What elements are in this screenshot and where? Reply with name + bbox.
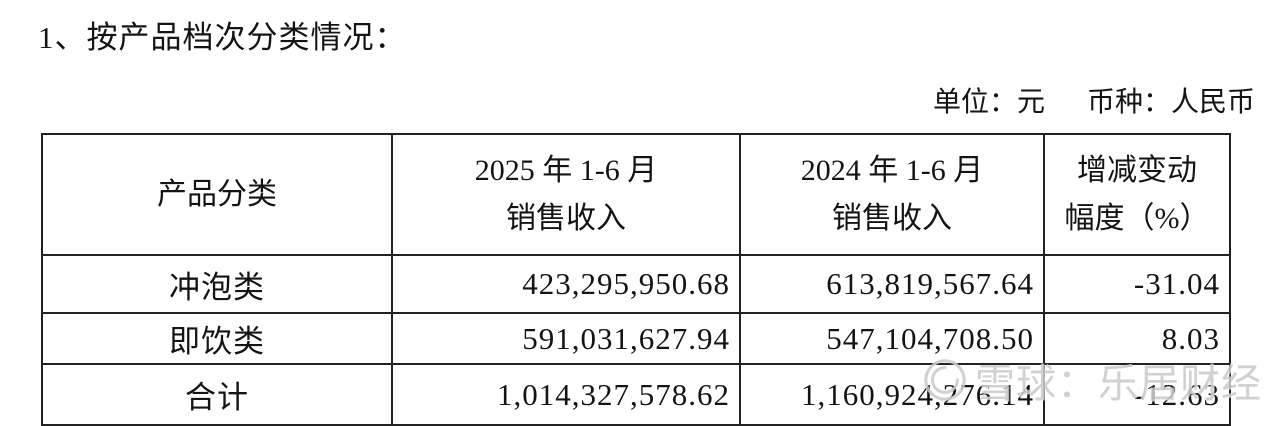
header-change-pct: 增减变动 幅度（%） xyxy=(1043,133,1231,256)
header-revenue-2025: 2025 年 1-6 月 销售收入 xyxy=(391,133,741,256)
change-pct-cell: -12.63 xyxy=(1043,363,1231,426)
header-change-pct-line1: 增减变动 xyxy=(1077,153,1197,187)
revenue-2024-cell: 1,160,924,276.14 xyxy=(739,363,1045,426)
revenue-2025-cell: 591,031,627.94 xyxy=(391,312,741,365)
change-pct-cell: 8.03 xyxy=(1043,312,1231,365)
revenue-2024-cell: 613,819,567.64 xyxy=(739,254,1045,314)
header-revenue-2025-line2: 销售收入 xyxy=(506,201,626,235)
header-revenue-2024-line1: 2024 年 1-6 月 xyxy=(800,153,984,187)
table-header-row: 产品分类 2025 年 1-6 月 销售收入 2024 年 1-6 月 销售收入… xyxy=(41,133,1231,256)
unit-currency-line: 单位：元 币种：人民币 xyxy=(933,80,1255,120)
header-product-category-label: 产品分类 xyxy=(157,177,277,211)
product-category-revenue-table: 产品分类 2025 年 1-6 月 销售收入 2024 年 1-6 月 销售收入… xyxy=(41,133,1231,426)
header-product-category: 产品分类 xyxy=(41,133,393,256)
change-pct-cell: -31.04 xyxy=(1043,254,1231,314)
table-row: 即饮类 591,031,627.94 547,104,708.50 8.03 xyxy=(41,312,1231,365)
category-cell: 合计 xyxy=(41,363,393,426)
revenue-2025-cell: 423,295,950.68 xyxy=(391,254,741,314)
header-revenue-2025-line1: 2025 年 1-6 月 xyxy=(474,153,658,187)
header-revenue-2024: 2024 年 1-6 月 销售收入 xyxy=(739,133,1045,256)
currency-label: 币种：人民币 xyxy=(1086,87,1255,118)
unit-label: 单位：元 xyxy=(932,87,1045,118)
table-row: 冲泡类 423,295,950.68 613,819,567.64 -31.04 xyxy=(41,254,1231,314)
revenue-2024-cell: 547,104,708.50 xyxy=(739,312,1045,365)
header-change-pct-line2: 幅度（%） xyxy=(1064,201,1210,235)
section-title: 1、按产品档次分类情况： xyxy=(38,20,407,55)
category-cell: 冲泡类 xyxy=(41,254,393,314)
category-cell: 即饮类 xyxy=(41,312,393,365)
table-row: 合计 1,014,327,578.62 1,160,924,276.14 -12… xyxy=(41,363,1231,426)
header-revenue-2024-line2: 销售收入 xyxy=(832,201,952,235)
revenue-2025-cell: 1,014,327,578.62 xyxy=(391,363,741,426)
